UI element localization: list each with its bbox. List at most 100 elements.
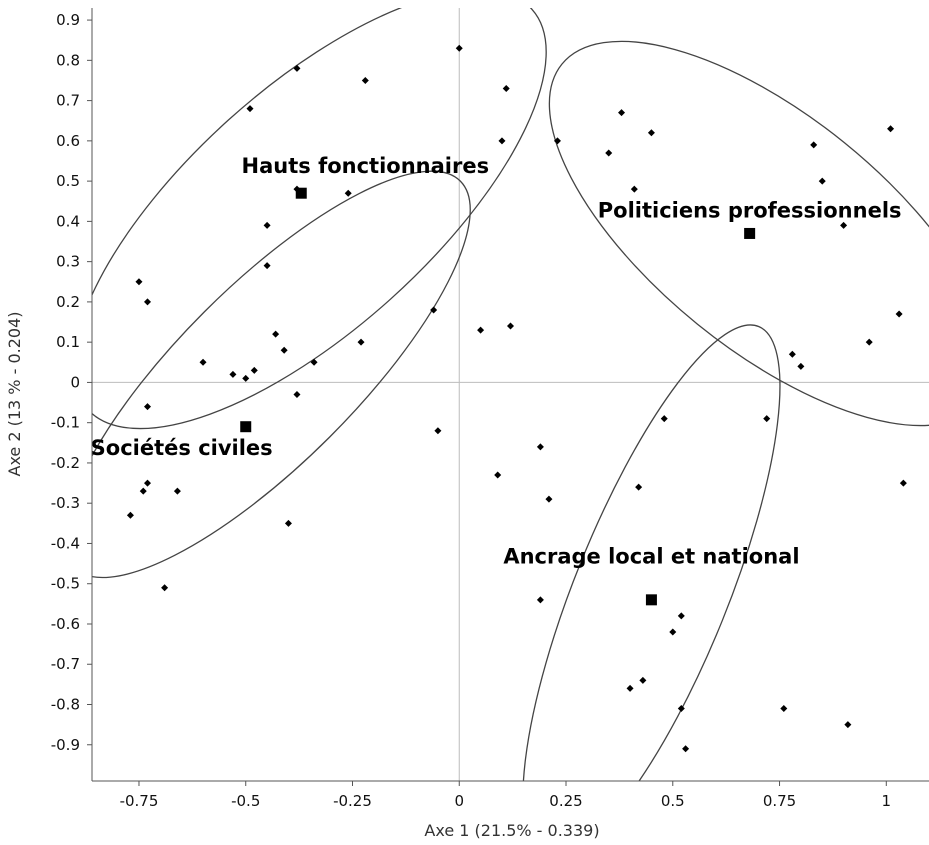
cluster-ellipse (92, 170, 471, 579)
data-point (199, 358, 207, 366)
cluster-ellipse (522, 324, 781, 781)
data-point (626, 684, 634, 692)
x-axis-ticks: -0.75 -0.5 -0.25 0 0.25 0.5 0.75 1 (120, 781, 892, 810)
y-tick-label: -0.8 (51, 696, 80, 714)
y-tick-label: -0.3 (51, 494, 80, 512)
data-point (344, 189, 352, 197)
data-point (763, 415, 771, 423)
data-point (144, 403, 152, 411)
data-point (357, 338, 365, 346)
data-point (605, 149, 613, 157)
plot-background (92, 8, 929, 781)
data-point (630, 185, 638, 193)
x-tick-label: -0.25 (333, 792, 372, 810)
data-point (161, 584, 169, 592)
x-axis-title: Axe 1 (21.5% - 0.339) (424, 821, 599, 840)
centroid-marker (240, 421, 252, 433)
cluster-label: Ancrage local et national (503, 545, 799, 569)
y-tick-label: -0.1 (51, 414, 80, 432)
data-point (818, 177, 826, 185)
centroid-marker (645, 594, 657, 606)
data-point (477, 326, 485, 334)
y-tick-label: 0.7 (56, 92, 80, 110)
cluster-label: Politiciens professionnels (598, 198, 902, 222)
data-point (139, 487, 147, 495)
data-point (797, 362, 805, 370)
cluster-ellipse (92, 8, 547, 430)
data-point (545, 495, 553, 503)
data-point (455, 44, 463, 52)
data-point (677, 612, 685, 620)
data-point (293, 64, 301, 72)
data-points (126, 44, 907, 753)
cluster-centroids (240, 187, 756, 606)
data-point (887, 125, 895, 133)
data-point (647, 129, 655, 137)
data-point (899, 479, 907, 487)
y-tick-label: 0.8 (56, 51, 80, 69)
data-point (810, 141, 818, 149)
data-point (242, 374, 250, 382)
y-tick-label: -0.5 (51, 575, 80, 593)
data-point (502, 85, 510, 93)
data-point (144, 298, 152, 306)
y-tick-label: 0 (70, 373, 80, 391)
cluster-labels: Hauts fonctionnaires Politiciens professi… (91, 154, 902, 569)
data-point (553, 137, 561, 145)
centroid-marker (295, 187, 307, 199)
data-point (618, 109, 626, 117)
data-point (263, 262, 271, 270)
data-point (434, 427, 442, 435)
y-axis-ticks: 0.9 0.8 0.7 0.6 0.5 0.4 0.3 0.2 0.1 0 -0.1 -0.2 -0.3… (51, 11, 92, 754)
data-point (635, 483, 643, 491)
data-point (144, 479, 152, 487)
data-point (677, 705, 685, 713)
data-point (126, 511, 134, 519)
y-tick-label: -0.2 (51, 454, 80, 472)
y-axis-title: Axe 2 (13 % - 0.204) (5, 312, 24, 477)
x-tick-label: 0.5 (661, 792, 685, 810)
y-tick-label: 0.5 (56, 172, 80, 190)
data-point (430, 306, 438, 314)
y-tick-label: 0.6 (56, 132, 80, 150)
plot-frame (91, 8, 929, 782)
data-point (844, 721, 852, 729)
data-point (536, 596, 544, 604)
data-point (895, 310, 903, 318)
data-point (780, 705, 788, 713)
y-tick-label: 0.4 (56, 212, 80, 230)
x-tick-label: 0.75 (763, 792, 796, 810)
y-tick-label: -0.7 (51, 655, 80, 673)
data-point (135, 278, 143, 286)
cluster-label: Hauts fonctionnaires (242, 154, 490, 178)
data-point (639, 676, 647, 684)
centroid-marker (744, 227, 756, 239)
data-point (250, 366, 258, 374)
x-tick-label: 0 (454, 792, 464, 810)
x-tick-label: -0.5 (231, 792, 260, 810)
data-point (660, 415, 668, 423)
data-point (293, 391, 301, 398)
data-point (173, 487, 181, 495)
data-point (536, 443, 544, 451)
data-point (498, 137, 506, 145)
data-point (284, 519, 292, 527)
y-tick-label: 0.3 (56, 253, 80, 271)
data-point (788, 350, 796, 358)
data-point (263, 221, 271, 229)
zero-lines (92, 8, 929, 781)
cluster-ellipse (548, 40, 929, 427)
data-point (246, 105, 254, 113)
data-point (682, 745, 690, 753)
data-point (310, 358, 318, 366)
y-tick-label: -0.4 (51, 534, 80, 552)
data-point (361, 76, 369, 84)
cluster-label: Sociétés civiles (91, 436, 273, 460)
data-point (507, 322, 514, 330)
x-tick-label: 1 (882, 792, 892, 810)
y-tick-label: -0.9 (51, 736, 80, 754)
data-point (229, 370, 237, 378)
data-point (494, 471, 502, 479)
x-tick-label: -0.75 (120, 792, 159, 810)
